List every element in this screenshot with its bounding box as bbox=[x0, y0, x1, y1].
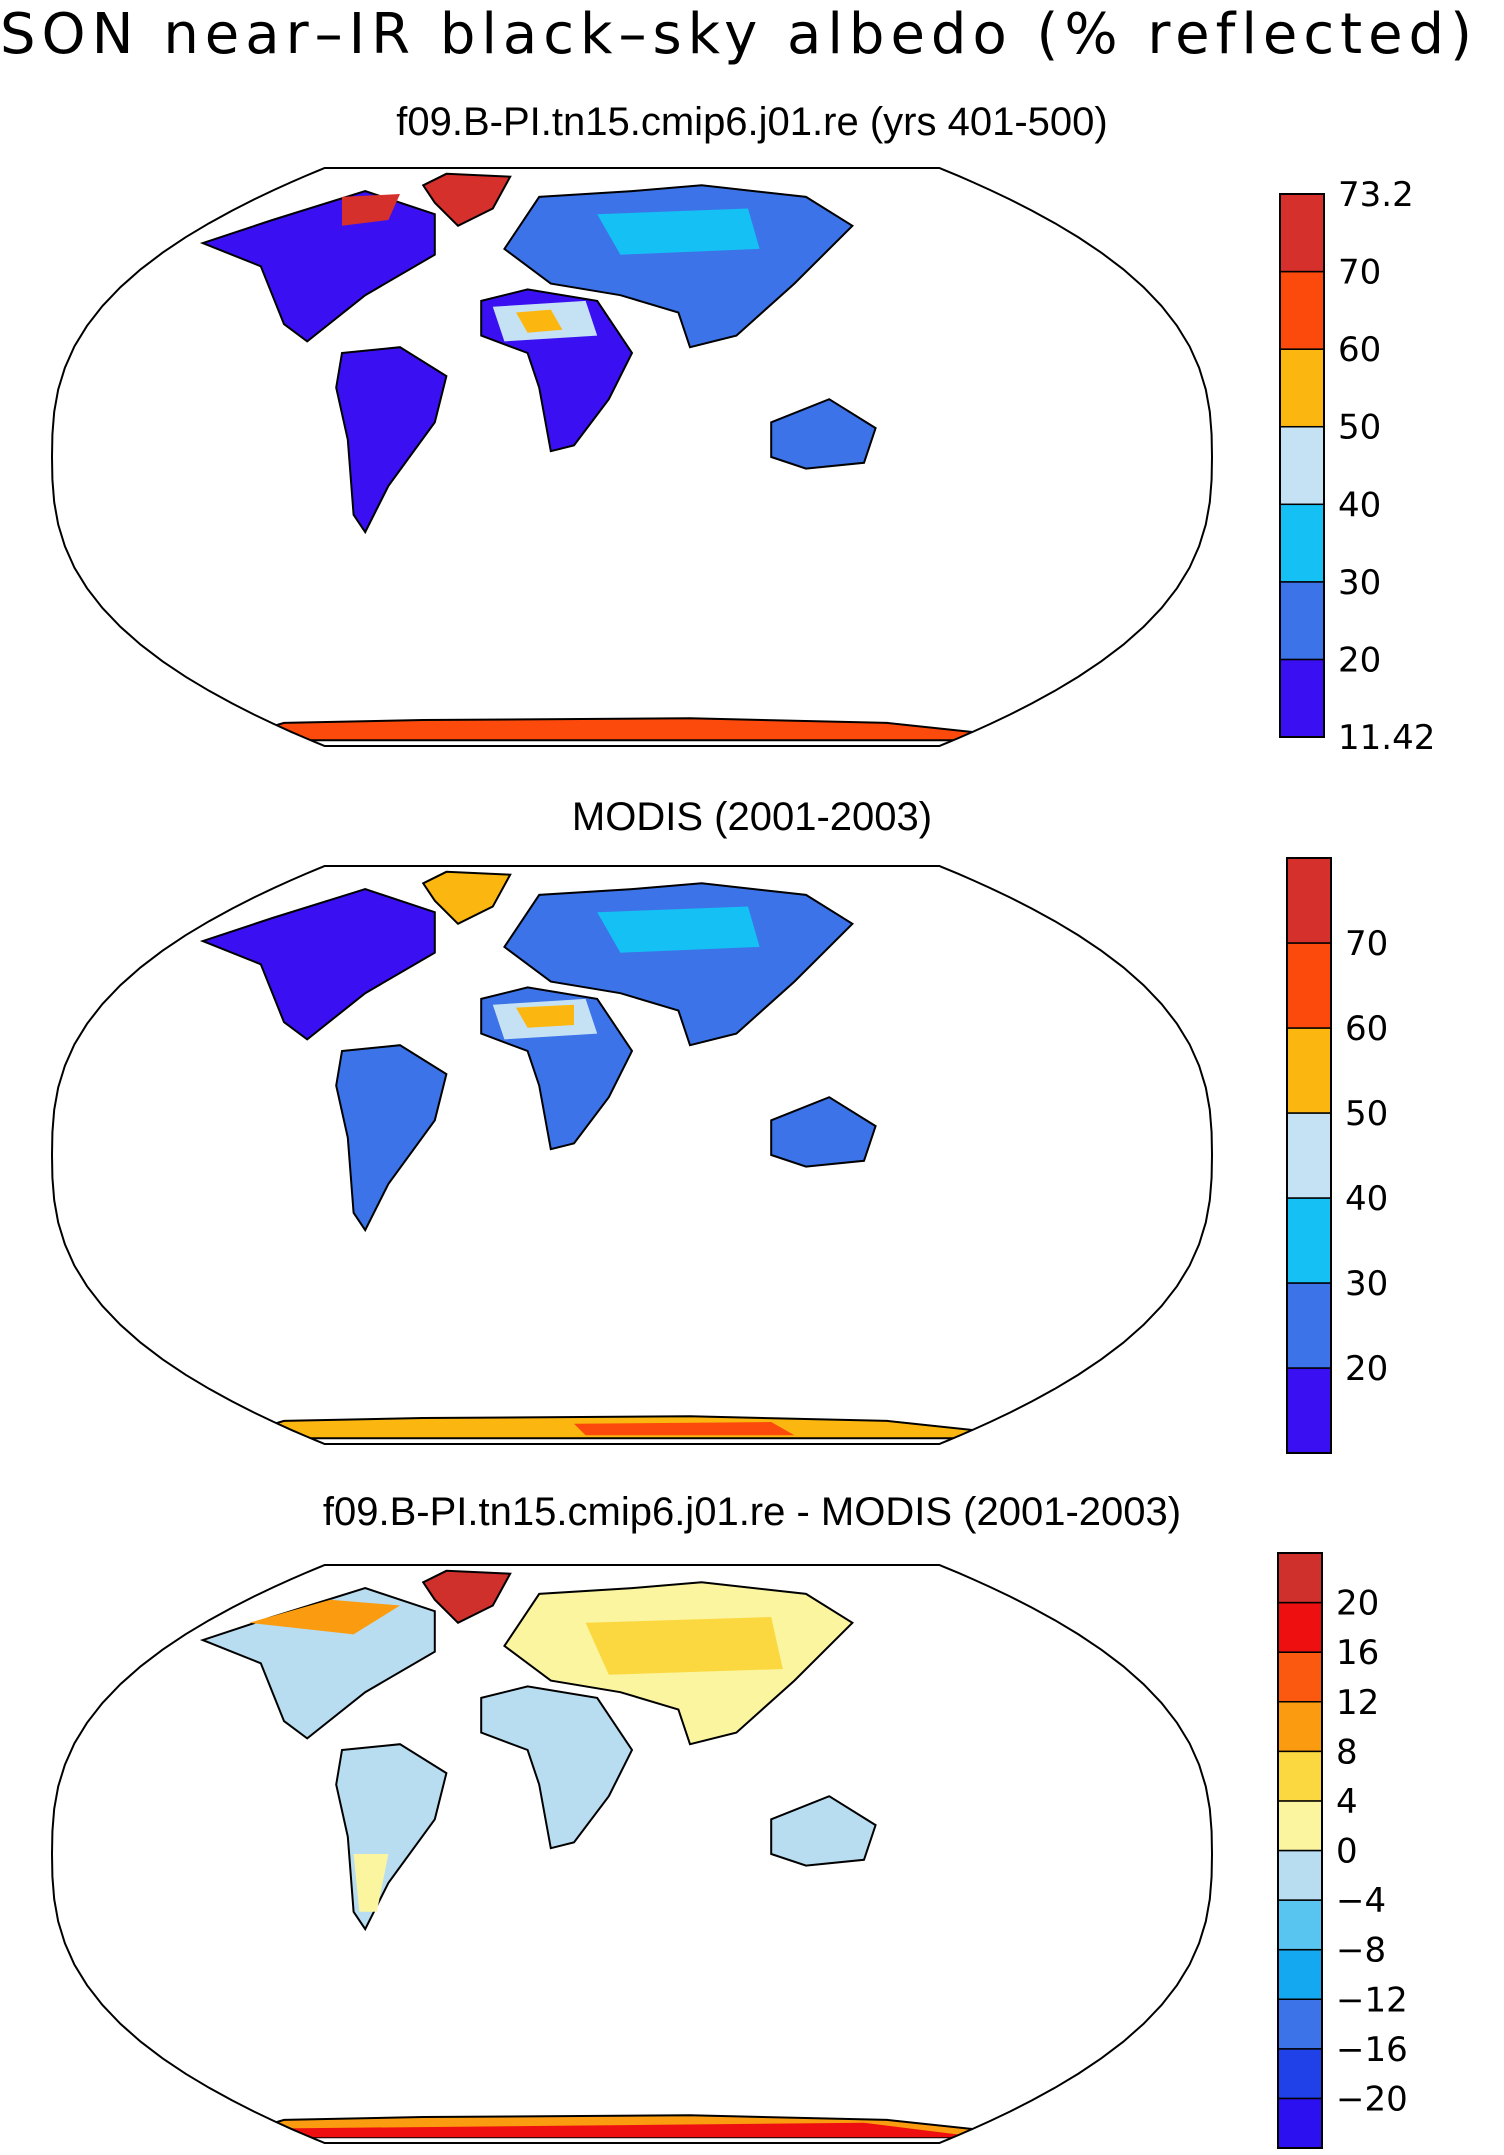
region-patch bbox=[597, 906, 760, 953]
colorbar-tick-label: 40 bbox=[1345, 1179, 1388, 1219]
land-australia bbox=[770, 1096, 877, 1168]
colorbar-tick-label: 50 bbox=[1338, 408, 1381, 448]
colorbar-segment bbox=[1286, 942, 1332, 1029]
region-patch bbox=[353, 1854, 389, 1912]
region-patch bbox=[597, 208, 760, 255]
map-panel-2 bbox=[50, 865, 1214, 1445]
region-patch bbox=[516, 1004, 574, 1028]
colorbar-tick-label: 30 bbox=[1345, 1264, 1388, 1304]
colorbar-segment bbox=[1277, 1601, 1323, 1653]
colorbar-tick-label: 20 bbox=[1336, 1584, 1379, 1624]
colorbar-tick-label: 60 bbox=[1345, 1009, 1388, 1049]
colorbar-segment bbox=[1277, 1849, 1323, 1901]
colorbar-tick-label: 73.2 bbox=[1338, 175, 1414, 215]
land-north-america bbox=[199, 1587, 436, 1740]
land-south-america bbox=[335, 346, 448, 535]
region-patch bbox=[237, 2122, 981, 2138]
panel-3-title: f09.B-PI.tn15.cmip6.j01.re - MODIS (2001… bbox=[322, 1490, 1182, 1534]
region-patch bbox=[342, 194, 400, 226]
colorbar-segment bbox=[1279, 658, 1325, 738]
colorbar-segment bbox=[1277, 1998, 1323, 2050]
colorbar-tick-label: 8 bbox=[1336, 1732, 1358, 1772]
colorbar-segment bbox=[1277, 1552, 1323, 1604]
colorbar-tick-label: 0 bbox=[1336, 1832, 1358, 1872]
colorbar-tick-label: 20 bbox=[1338, 640, 1381, 680]
region-patch bbox=[585, 1617, 783, 1675]
colorbar-frame bbox=[1279, 193, 1325, 738]
colorbar-segment bbox=[1277, 2048, 1323, 2100]
colorbar-segment bbox=[1277, 1800, 1323, 1852]
map-panel-3 bbox=[50, 1564, 1214, 2144]
colorbar-segment bbox=[1286, 1282, 1332, 1369]
region-patch bbox=[574, 1422, 795, 1436]
land-greenland bbox=[421, 870, 512, 926]
colorbar-frame bbox=[1277, 1552, 1323, 2149]
colorbar-2: 20 30 40 50 60 70 bbox=[1286, 857, 1388, 1454]
panel-1-title: f09.B-PI.tn15.cmip6.j01.re (yrs 401-500) bbox=[396, 100, 1108, 144]
land-eurasia bbox=[503, 184, 854, 349]
colorbar-tick-label: 70 bbox=[1338, 253, 1381, 293]
colorbar-segment bbox=[1277, 1701, 1323, 1753]
land-africa bbox=[480, 1685, 634, 1850]
region-patch bbox=[249, 1599, 400, 1635]
colorbar-segment bbox=[1279, 270, 1325, 350]
land-north-america bbox=[199, 888, 436, 1041]
region-patch bbox=[516, 309, 563, 333]
figure-title: SON near–IR black–sky albedo (% reflecte… bbox=[0, 2, 1478, 67]
land-south-america bbox=[335, 1743, 448, 1932]
colorbar-segment bbox=[1279, 193, 1325, 273]
colorbar-1: 11.42 20 30 40 50 60 70 73.2 bbox=[1279, 175, 1435, 758]
colorbar-3: −20 −16 −12 −8 −4 0 4 8 12 16 20 bbox=[1277, 1552, 1408, 2149]
colorbar-tick-label: 4 bbox=[1336, 1782, 1358, 1822]
land-north-america bbox=[199, 190, 436, 343]
land-south-america bbox=[335, 1044, 448, 1233]
map-panel-1 bbox=[50, 167, 1214, 747]
colorbar-tick-label: 40 bbox=[1338, 485, 1381, 525]
colorbar-tick-label: 30 bbox=[1338, 563, 1381, 603]
land-greenland bbox=[421, 1569, 512, 1625]
colorbar-tick-label: −12 bbox=[1336, 1980, 1408, 2020]
colorbar-frame bbox=[1286, 857, 1332, 1454]
colorbar-segment bbox=[1277, 2097, 1323, 2149]
colorbar-tick-label: 11.42 bbox=[1338, 718, 1435, 758]
panel-2-title: MODIS (2001-2003) bbox=[571, 795, 933, 839]
colorbar-segment bbox=[1279, 425, 1325, 506]
colorbar-segment bbox=[1277, 1948, 1323, 2000]
colorbar-segment bbox=[1286, 1112, 1332, 1199]
colorbar-tick-label: 12 bbox=[1336, 1683, 1379, 1723]
land-australia bbox=[770, 398, 877, 470]
colorbar-segment bbox=[1277, 1899, 1323, 1951]
map-outline bbox=[50, 167, 1214, 747]
colorbar-tick-label: 60 bbox=[1338, 330, 1381, 370]
colorbar-tick-label: 20 bbox=[1345, 1349, 1388, 1389]
colorbar-segment bbox=[1286, 1027, 1332, 1114]
colorbar-segment bbox=[1277, 1750, 1323, 1802]
colorbar-segment bbox=[1279, 581, 1325, 661]
colorbar-tick-label: −4 bbox=[1336, 1881, 1386, 1921]
land-antarctica bbox=[225, 717, 1050, 742]
colorbar-tick-label: 16 bbox=[1336, 1633, 1379, 1673]
colorbar-segment bbox=[1286, 857, 1332, 944]
colorbar-segment bbox=[1286, 1367, 1332, 1454]
colorbar-tick-label: −8 bbox=[1336, 1931, 1386, 1971]
colorbar-segment bbox=[1277, 1651, 1323, 1703]
map-outline bbox=[50, 865, 1214, 1445]
map-outline bbox=[50, 1564, 1214, 2144]
colorbar-segment bbox=[1286, 1197, 1332, 1284]
colorbar-tick-label: 50 bbox=[1345, 1094, 1388, 1134]
land-greenland bbox=[421, 172, 512, 228]
colorbar-tick-label: −20 bbox=[1336, 2079, 1408, 2119]
colorbar-segment bbox=[1279, 348, 1325, 428]
colorbar-tick-label: −16 bbox=[1336, 2030, 1408, 2070]
land-australia bbox=[770, 1795, 877, 1867]
colorbar-segment bbox=[1279, 503, 1325, 583]
colorbar-tick-label: 70 bbox=[1345, 924, 1388, 964]
land-eurasia bbox=[503, 882, 854, 1047]
